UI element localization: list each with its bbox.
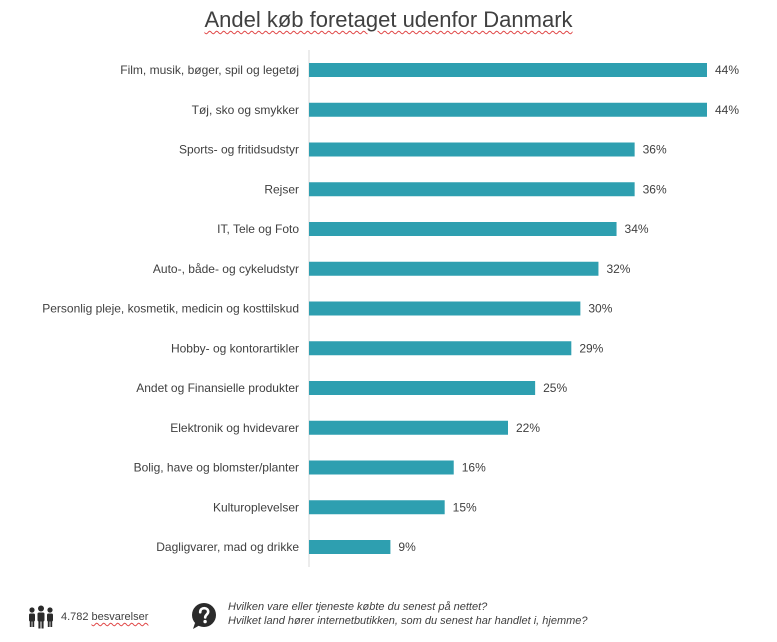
bar: [309, 540, 391, 554]
bar: [309, 142, 635, 157]
survey-question: Hvilken vare eller tjeneste købte du sen…: [190, 600, 588, 630]
category-label: Sports- og fritidsudstyr: [179, 143, 299, 157]
data-label: 36%: [643, 182, 667, 196]
category-label: Personlig pleje, kosmetik, medicin og ko…: [42, 302, 299, 316]
chart-title: Andel køb foretaget udenfor Danmark: [204, 7, 573, 32]
bar: [309, 420, 508, 435]
data-label: 15%: [453, 500, 477, 514]
data-label: 9%: [398, 540, 416, 554]
question-line-2: Hvilket land hører internetbutikken, som…: [228, 615, 588, 627]
category-label: Elektronik og hvidevarer: [170, 421, 299, 435]
bar: [309, 261, 599, 276]
bar: [309, 182, 635, 197]
category-label: Bolig, have og blomster/planter: [134, 461, 299, 475]
bars-layer: Film, musik, bøger, spil og legetøj 44% Tø…: [42, 50, 739, 567]
bar: [309, 102, 707, 117]
data-label: 30%: [588, 302, 612, 316]
respondents-count: 4.782: [61, 611, 89, 623]
category-label: Tøj, sko og smykker: [192, 103, 299, 117]
data-label: 44%: [715, 63, 739, 77]
data-label: 32%: [606, 262, 630, 276]
data-label: 16%: [462, 461, 486, 475]
bar: [309, 222, 617, 236]
category-label: Hobby- og kontorartikler: [171, 341, 299, 355]
data-label: 25%: [543, 381, 567, 395]
bar: [309, 381, 536, 395]
data-label: 29%: [579, 341, 603, 355]
respondents-label: besvarelser: [91, 611, 149, 623]
bar: [309, 500, 445, 515]
bar: [309, 301, 581, 316]
data-label: 36%: [643, 143, 667, 157]
bar: [309, 460, 454, 475]
question-bubble-icon: [190, 602, 218, 630]
question-line-1: Hvilken vare eller tjeneste købte du sen…: [228, 601, 488, 613]
respondents-info: 4.782 besvarelser: [27, 604, 148, 630]
category-label: Dagligvarer, mad og drikke: [156, 540, 299, 554]
data-label: 22%: [516, 421, 540, 435]
category-label: Auto-, både- og cykeludstyr: [153, 262, 299, 276]
category-label: Rejser: [264, 182, 299, 196]
footer: 4.782 besvarelser Hvilken vare eller tje…: [0, 598, 777, 642]
bar: [309, 341, 572, 356]
category-label: Kulturoplevelser: [213, 500, 299, 514]
bar: [309, 63, 707, 77]
category-label: Andet og Finansielle produkter: [136, 381, 299, 395]
data-label: 44%: [715, 103, 739, 117]
bar-chart: Film, musik, bøger, spil og legetøj 44% Tø…: [42, 50, 739, 567]
people-group-icon: [27, 604, 55, 630]
category-label: Film, musik, bøger, spil og legetøj: [120, 63, 299, 77]
data-label: 34%: [625, 222, 649, 236]
category-label: IT, Tele og Foto: [217, 222, 299, 236]
